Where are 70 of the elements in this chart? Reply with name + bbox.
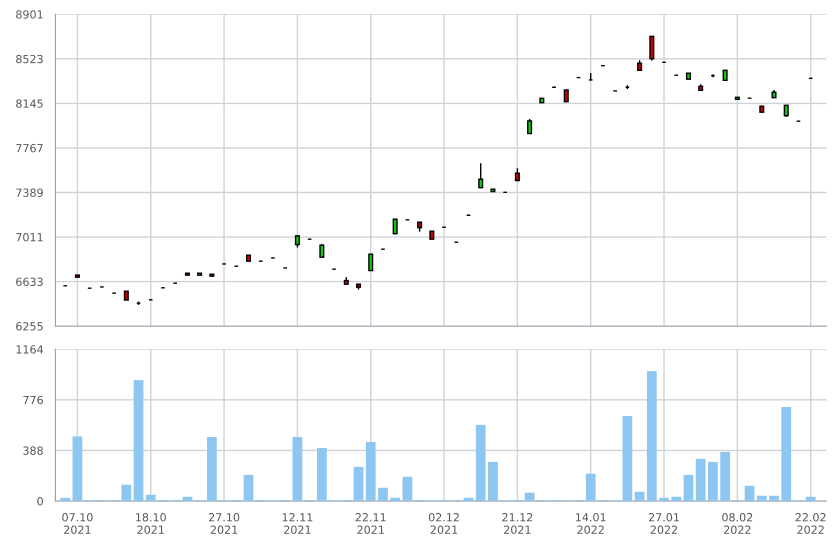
candlestick: [294, 235, 300, 248]
bar: [316, 448, 327, 502]
bar: [134, 380, 144, 502]
y-tick-label: 776: [23, 396, 43, 404]
x-tick-label: 22.02 2022: [796, 513, 826, 534]
bar: [646, 371, 657, 502]
bar: [72, 436, 82, 502]
bar: [390, 498, 400, 502]
bar: [671, 496, 682, 502]
bar: [354, 466, 364, 502]
y-tick-label: 388: [23, 446, 43, 455]
y-tick-label: 7767: [16, 144, 43, 152]
bar: [684, 474, 694, 502]
bar: [476, 424, 486, 502]
x-tick-label: 14.01 2022: [576, 513, 606, 534]
y-tick-label: 8145: [16, 99, 43, 108]
bar: [781, 407, 792, 502]
bar: [696, 458, 706, 502]
y-tick-label: 7011: [16, 233, 43, 242]
y-tick-label: 8523: [16, 54, 43, 64]
candlestick: [527, 118, 532, 134]
x-tick-label: 22.11 2021: [356, 513, 386, 534]
bar: [488, 462, 498, 502]
x-tick-label: 02.12 2021: [428, 513, 459, 534]
bar: [622, 416, 632, 502]
bar: [634, 492, 644, 502]
x-tick-label: 27.01 2022: [648, 513, 679, 534]
bar: [206, 437, 217, 502]
candlestick: [392, 218, 398, 234]
candlestick: [319, 243, 324, 258]
bar: [366, 442, 376, 502]
x-tick-label: 18.10 2021: [136, 513, 166, 534]
candlestick: [478, 162, 484, 188]
bar: [244, 474, 254, 502]
bar: [402, 476, 412, 502]
bar: [708, 462, 718, 502]
bar: [720, 452, 730, 502]
bar: [146, 494, 156, 502]
candlestick: [514, 168, 520, 182]
y-tick-label: 0: [37, 497, 43, 506]
candlestick: [637, 60, 642, 71]
bar: [292, 437, 302, 502]
bar: [121, 484, 132, 502]
y-tick-label: 7389: [16, 188, 43, 197]
bar: [756, 496, 767, 502]
bar: [464, 498, 474, 502]
bar: [659, 498, 669, 502]
bar: [744, 486, 754, 502]
candlestick: [417, 222, 422, 232]
x-tick-label: 12.11 2021: [282, 513, 312, 534]
candlestick: [649, 36, 654, 62]
bar: [182, 496, 192, 502]
bar: [378, 488, 388, 502]
bar: [806, 496, 816, 502]
candlestick: [722, 70, 728, 81]
bar: [586, 474, 596, 502]
y-tick-label: 6255: [16, 322, 43, 331]
bar: [60, 498, 70, 502]
x-tick-label: 08.02 2022: [722, 513, 752, 534]
candlestick: [564, 89, 569, 102]
x-tick-label: 21.12 2021: [502, 513, 532, 534]
bar: [524, 492, 534, 502]
x-tick-label: 07.10 2021: [62, 513, 93, 534]
y-tick-label: 1164: [16, 345, 44, 354]
candlestick: [368, 253, 374, 272]
y-tick-label: 6633: [16, 278, 43, 286]
x-tick-label: 27.10 2021: [208, 513, 240, 534]
y-tick-label: 8901: [16, 10, 43, 19]
bar: [769, 496, 779, 502]
candlestick: [784, 104, 789, 118]
